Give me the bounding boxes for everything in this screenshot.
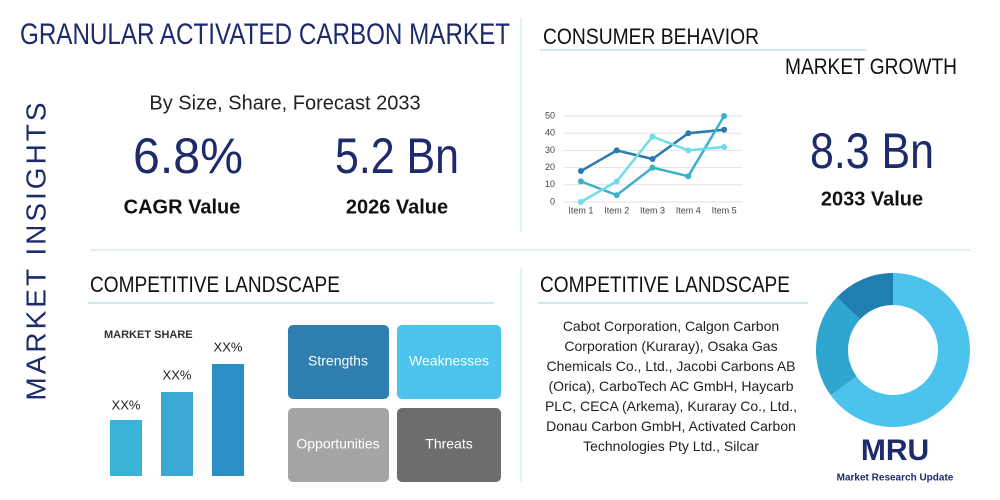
market-share-title: MARKET SHARE <box>104 329 193 341</box>
line-point <box>577 168 584 175</box>
donut-segment <box>830 273 970 428</box>
y-tick-label: 30 <box>545 145 555 155</box>
line-point <box>721 126 728 133</box>
line-series <box>580 115 726 197</box>
logo-caption: Market Research Update <box>837 473 954 484</box>
share-bar <box>161 392 193 476</box>
y-tick-label: 10 <box>545 179 555 189</box>
swot-label: Opportunities <box>296 436 379 452</box>
line-point <box>613 147 620 154</box>
swot-box <box>397 408 501 482</box>
swot-box <box>288 408 389 482</box>
value-2026-label: 2026 Value <box>346 196 448 218</box>
value-2033: 8.3 Bn <box>810 123 934 179</box>
side-label: MARKET INSIGHTS <box>20 99 51 400</box>
cagr: 6.8% <box>133 128 243 184</box>
line-point <box>613 192 620 199</box>
share-bar <box>212 364 244 476</box>
swot-label: Weaknesses <box>409 353 489 369</box>
swot-label: Threats <box>425 436 472 452</box>
value-2033-label: 2033 Value <box>821 188 923 210</box>
line-point <box>721 113 728 119</box>
line-point <box>685 147 692 154</box>
line-point <box>577 178 584 185</box>
line-point <box>649 133 656 140</box>
y-tick-label: 40 <box>545 128 555 138</box>
cagr-label: CAGR Value <box>124 196 241 218</box>
section-title: COMPETITIVE LANDSCAPE <box>90 272 340 297</box>
line-point <box>577 199 584 205</box>
x-tick-label: Item 1 <box>568 205 593 215</box>
x-tick-label: Item 2 <box>604 205 629 215</box>
company-list: Cabot Corporation, Calgon Carbon Corpora… <box>544 318 798 454</box>
x-tick-label: Item 5 <box>712 205 737 215</box>
y-tick-label: 20 <box>545 162 555 172</box>
line-point <box>685 130 692 137</box>
share-label: XX% <box>163 367 192 382</box>
swot-box <box>288 325 389 399</box>
line-point <box>649 156 656 162</box>
title: GRANULAR ACTIVATED CARBON MARKET <box>20 18 510 51</box>
x-tick-label: Item 4 <box>676 205 701 215</box>
donut-segment <box>836 273 893 320</box>
subtitle: By Size, Share, Forecast 2033 <box>149 92 420 114</box>
share-bar <box>110 420 142 476</box>
line-point <box>613 178 620 185</box>
value-2026: 5.2 Bn <box>335 128 459 184</box>
line-point <box>685 173 692 180</box>
swot-label: Strengths <box>308 353 368 369</box>
logo: MRU <box>861 434 929 467</box>
section-title: CONSUMER BEHAVIOR <box>543 24 759 49</box>
section-title: COMPETITIVE LANDSCAPE <box>540 272 790 297</box>
y-tick-label: 50 <box>545 110 555 120</box>
section-subtitle: MARKET GROWTH <box>785 54 957 79</box>
donut-segment <box>815 297 861 396</box>
swot-box <box>397 325 501 399</box>
share-label: XX% <box>112 397 141 412</box>
line-point <box>721 143 728 150</box>
line-point <box>649 164 656 171</box>
share-label: XX% <box>214 339 243 354</box>
y-tick-label: 0 <box>550 196 555 206</box>
x-tick-label: Item 3 <box>640 205 665 215</box>
